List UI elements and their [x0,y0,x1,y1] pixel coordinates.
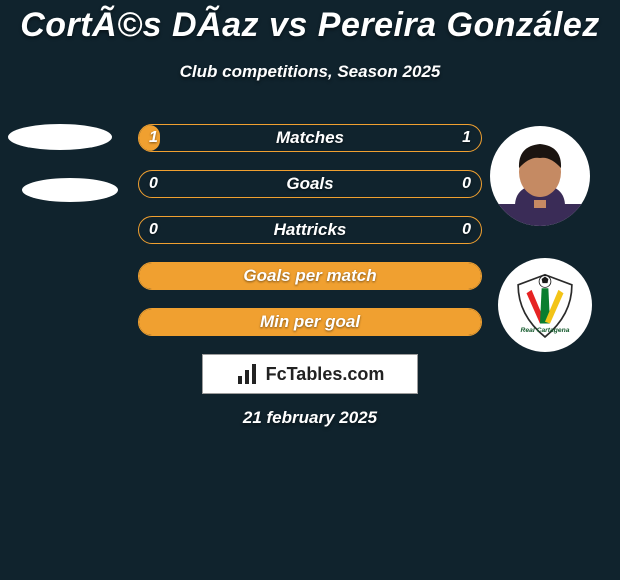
infographic-date: 21 february 2025 [0,408,620,428]
logo-text: FcTables.com [266,364,385,385]
stat-bar: 00Goals [138,170,482,198]
stat-bar-label: Matches [139,125,481,151]
club-shield-icon: Real Cartagena [503,263,587,347]
stat-bar: 11Matches [138,124,482,152]
player-silhouette-icon [490,126,590,226]
stat-bar: Goals per match [138,262,482,290]
stat-bar-label: Min per goal [139,309,481,335]
left-ellipse [8,124,112,150]
player-avatar [490,126,590,226]
page-title: CortÃ©s DÃ­az vs Pereira González [0,6,620,45]
svg-text:Real Cartagena: Real Cartagena [521,327,570,334]
left-ellipse [22,178,118,202]
fctables-logo: FcTables.com [202,354,418,394]
stat-bar-label: Goals per match [139,263,481,289]
page-subtitle: Club competitions, Season 2025 [0,62,620,82]
stat-bar: Min per goal [138,308,482,336]
stat-bar-label: Hattricks [139,217,481,243]
stat-bar-label: Goals [139,171,481,197]
infographic-canvas: CortÃ©s DÃ­az vs Pereira González Club c… [0,0,620,580]
bar-chart-icon [236,362,260,386]
stat-bar: 00Hattricks [138,216,482,244]
club-badge: Real Cartagena [498,258,592,352]
